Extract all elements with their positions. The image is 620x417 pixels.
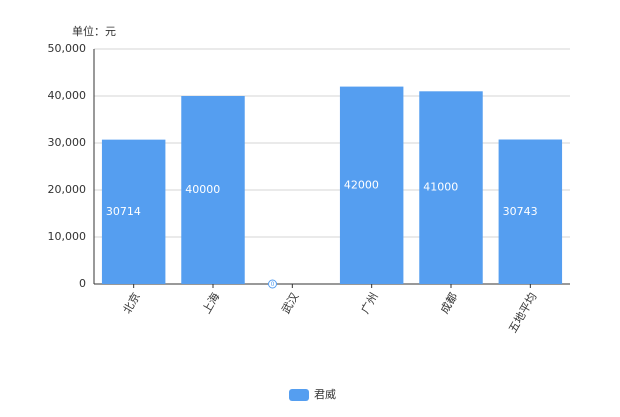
zero-marker bbox=[268, 279, 277, 289]
value-label: 30714 bbox=[106, 205, 141, 218]
x-tick-label: 武汉 bbox=[279, 291, 301, 317]
value-label: 42000 bbox=[344, 178, 379, 191]
legend-label: 君威 bbox=[314, 388, 336, 401]
x-tick-label: 广州 bbox=[359, 291, 381, 317]
y-tick-label: 20,000 bbox=[48, 183, 87, 196]
value-label: 0 bbox=[271, 281, 275, 288]
x-tick-label: 五地平均 bbox=[506, 291, 539, 336]
legend-swatch bbox=[289, 389, 309, 401]
x-tick-label: 上海 bbox=[199, 290, 222, 316]
x-tick-label: 北京 bbox=[120, 290, 143, 316]
unit-label: 单位：元 bbox=[72, 24, 116, 38]
y-tick-label: 10,000 bbox=[48, 230, 87, 243]
bar bbox=[419, 91, 483, 284]
bar bbox=[101, 139, 166, 284]
y-tick-label: 0 bbox=[79, 277, 86, 290]
bar bbox=[181, 96, 245, 284]
y-tick-label: 40,000 bbox=[48, 89, 87, 102]
bar bbox=[339, 86, 404, 284]
value-label: 30743 bbox=[503, 205, 538, 218]
y-tick-label: 50,000 bbox=[48, 42, 87, 55]
x-tick-label: 成都 bbox=[438, 291, 460, 317]
value-label: 40000 bbox=[185, 183, 220, 196]
bar bbox=[498, 139, 563, 284]
y-tick-label: 30,000 bbox=[48, 136, 87, 149]
value-label: 41000 bbox=[423, 181, 458, 194]
